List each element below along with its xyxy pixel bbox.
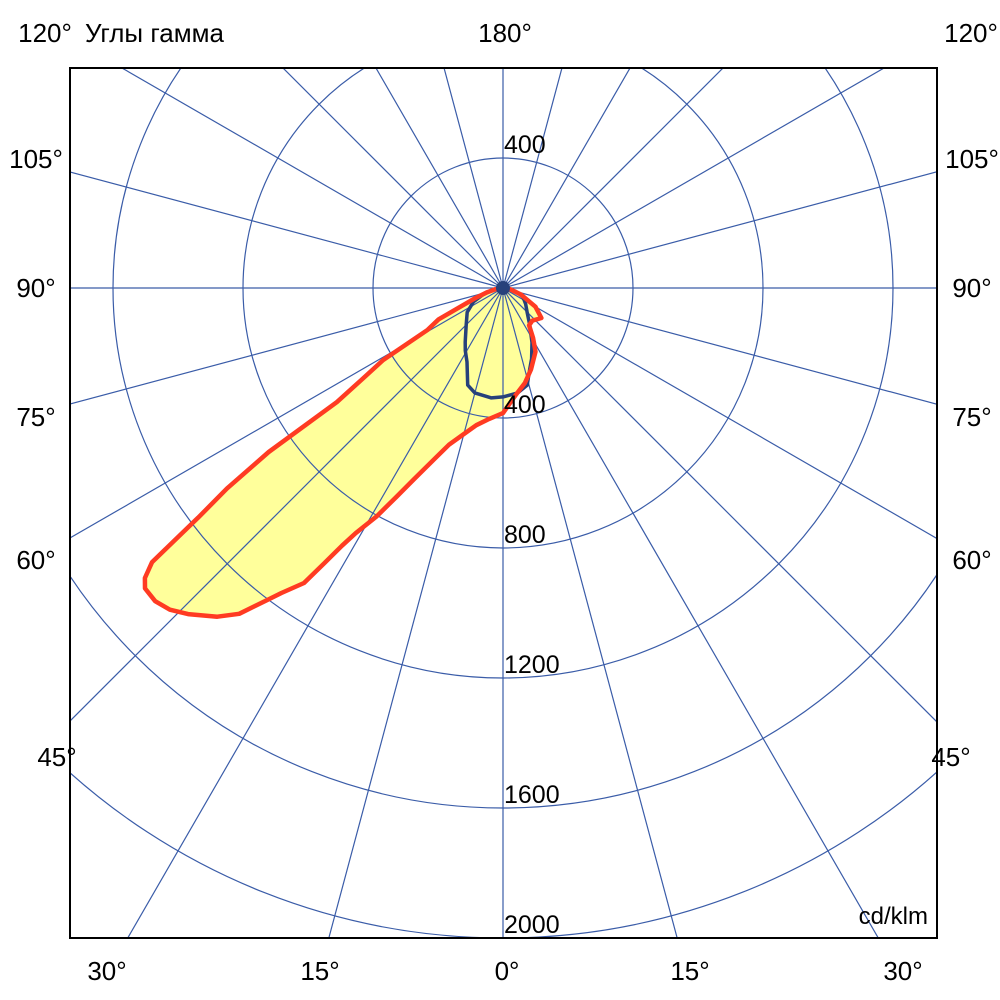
ray-line bbox=[502, 68, 886, 289]
ray-line bbox=[70, 171, 504, 289]
angle-label-right: 60° bbox=[952, 545, 991, 575]
angle-label-bottom: 30° bbox=[87, 956, 126, 986]
pole-marker bbox=[496, 281, 510, 295]
angle-label-top-left: 120° bbox=[18, 18, 72, 48]
ray-line bbox=[502, 287, 937, 723]
ring-label: 1600 bbox=[504, 781, 560, 809]
angle-label-top-right: 120° bbox=[944, 18, 998, 48]
angle-label-left: 45° bbox=[37, 742, 76, 772]
angle-label-bottom: 0° bbox=[495, 956, 520, 986]
ray-line bbox=[443, 68, 504, 289]
angle-label-bottom: 30° bbox=[883, 956, 922, 986]
angle-label-top-center: 180° bbox=[478, 18, 532, 48]
ray-line bbox=[502, 287, 879, 938]
ring-label: 800 bbox=[504, 521, 546, 549]
chart-title: Углы гамма bbox=[85, 18, 224, 48]
angle-label-bottom: 15° bbox=[300, 956, 339, 986]
ray-line bbox=[127, 287, 504, 938]
ray-line bbox=[502, 287, 937, 405]
angle-label-left: 90° bbox=[16, 273, 55, 303]
ring-label: 2000 bbox=[504, 911, 560, 939]
ring-label-upper: 400 bbox=[504, 131, 546, 159]
angle-label-bottom: 15° bbox=[670, 956, 709, 986]
ray-line bbox=[375, 68, 504, 289]
ray-line bbox=[70, 287, 504, 405]
ray-line bbox=[502, 287, 678, 938]
ray-line bbox=[120, 68, 504, 289]
ray-line bbox=[502, 68, 724, 289]
plot-frame bbox=[69, 67, 938, 939]
ray-line bbox=[502, 68, 563, 289]
angle-label-left: 105° bbox=[9, 144, 63, 174]
ray-line bbox=[282, 68, 504, 289]
ray-line bbox=[502, 171, 937, 289]
ray-line bbox=[502, 287, 937, 540]
c90-lobe-outline bbox=[463, 286, 534, 400]
c0-lobe-outline bbox=[142, 285, 544, 619]
angle-label-right: 90° bbox=[952, 273, 991, 303]
angle-label-right: 45° bbox=[931, 742, 970, 772]
c0-lobe-fill bbox=[144, 288, 542, 617]
ring-label: 400 bbox=[504, 391, 546, 419]
ray-line bbox=[502, 68, 631, 289]
ray-line bbox=[70, 287, 504, 722]
ray-line bbox=[70, 287, 504, 539]
unit-label: cd/klm bbox=[859, 903, 928, 930]
angle-label-right: 105° bbox=[945, 144, 999, 174]
angle-label-left: 75° bbox=[16, 402, 55, 432]
ray-line bbox=[328, 287, 504, 938]
angle-label-left: 60° bbox=[16, 545, 55, 575]
angle-label-right: 75° bbox=[952, 402, 991, 432]
ring-label: 1200 bbox=[504, 651, 560, 679]
